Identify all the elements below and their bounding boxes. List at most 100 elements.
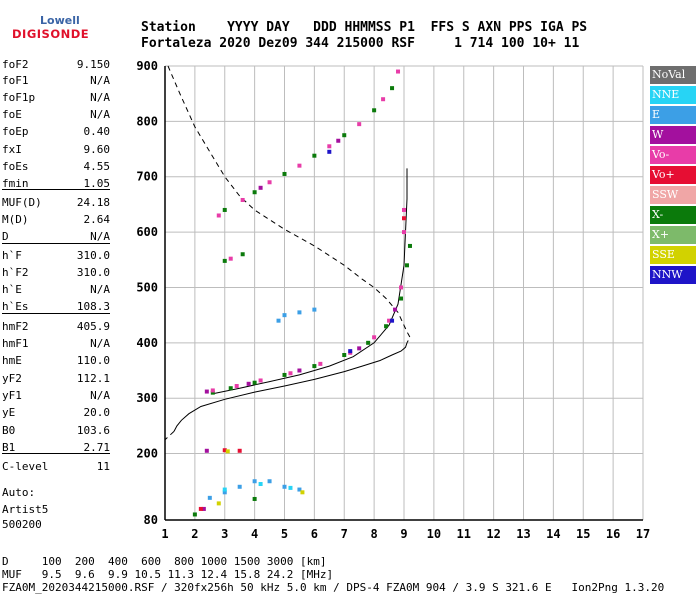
param-value: 108.3 [76, 300, 110, 313]
data-point [237, 448, 242, 453]
data-point [282, 313, 287, 318]
data-point [240, 252, 245, 257]
x-tick-label: 1 [161, 527, 168, 541]
param-value: 103.6 [76, 424, 110, 437]
param-label: foEs [2, 160, 29, 173]
data-point [318, 361, 323, 366]
data-point [252, 380, 257, 385]
param-row: foF1 N/A [2, 74, 110, 88]
x-tick-label: 17 [636, 527, 650, 541]
param-label: yF1 [2, 389, 22, 402]
data-point [216, 501, 221, 506]
footer-muf-line: MUF 9.5 9.6 9.9 10.5 11.3 12.4 15.8 24.2… [2, 568, 334, 581]
data-point [288, 485, 293, 490]
data-point [228, 256, 233, 261]
chart-grid [164, 65, 644, 521]
param-value: 310.0 [76, 249, 110, 262]
data-point [228, 386, 233, 391]
y-tick-label: 500 [136, 280, 158, 294]
legend-entry: X+ [650, 226, 696, 244]
data-point [327, 144, 332, 149]
param-row: foEs 4.55 [2, 160, 110, 174]
data-point [282, 484, 287, 489]
x-tick-label: 14 [546, 527, 560, 541]
param-value: 1.05 [83, 177, 111, 190]
param-row: foF2 9.150 [2, 58, 110, 72]
param-value: N/A [90, 91, 110, 104]
data-point [384, 324, 389, 329]
data-point [402, 207, 406, 212]
data-point [327, 149, 332, 154]
param-value: 310.0 [76, 266, 110, 279]
logo-bottom-text: DIGISONDE [12, 27, 90, 41]
data-point [258, 185, 263, 190]
auto-scaling-text: Auto: [2, 486, 36, 499]
data-point [399, 296, 404, 301]
legend-entry: NNE [650, 86, 696, 104]
x-tick-label: 7 [341, 527, 348, 541]
legend-entry: SSE [650, 246, 696, 264]
legend-entry: SSW [650, 186, 696, 204]
data-point [300, 490, 305, 495]
data-point [297, 487, 302, 492]
data-point [267, 180, 272, 185]
x-tick-label: 3 [221, 527, 228, 541]
param-value: N/A [90, 108, 110, 121]
param-row: yF2 112.1 [2, 372, 110, 386]
param-value: 110.0 [76, 354, 110, 367]
param-value: 405.9 [76, 320, 110, 333]
param-label: h`E [2, 283, 22, 296]
param-label: hmF1 [2, 337, 29, 350]
param-label: fmin [2, 177, 29, 190]
data-point [372, 108, 377, 113]
param-value: 11 [96, 460, 110, 473]
data-point [357, 122, 362, 127]
param-row: D N/A [2, 230, 110, 244]
param-separator [2, 243, 110, 244]
legend-entry: E [650, 106, 696, 124]
param-row: foF1p N/A [2, 91, 110, 105]
header-line-2: Fortaleza 2020 Dez09 344 215000 RSF 1 71… [141, 36, 580, 51]
x-tick-label: 12 [486, 527, 500, 541]
legend-entry: NNW [650, 266, 696, 284]
param-row: h`E N/A [2, 283, 110, 297]
param-label: foEp [2, 125, 29, 138]
data-point [210, 388, 215, 393]
param-label: hmE [2, 354, 22, 367]
param-row: foEp 0.40 [2, 125, 110, 139]
data-point [258, 482, 263, 487]
data-point [252, 190, 257, 195]
param-label: h`F [2, 249, 22, 262]
data-point [348, 349, 353, 354]
data-point [381, 97, 386, 102]
data-point [390, 318, 395, 323]
data-point [387, 318, 392, 323]
param-label: C-level [2, 460, 49, 473]
data-point [258, 378, 263, 383]
param-row: foE N/A [2, 108, 110, 122]
data-point [390, 86, 395, 91]
y-tick-label: 900 [136, 59, 158, 73]
data-point [237, 484, 242, 489]
data-point [312, 307, 317, 312]
y-tick-label: 200 [136, 447, 158, 461]
x-tick-label: 2 [191, 527, 198, 541]
data-point [240, 197, 245, 202]
param-value: 2.71 [83, 441, 111, 454]
param-label: foF1 [2, 74, 29, 87]
y-tick-label: 600 [136, 225, 158, 239]
data-point [297, 163, 302, 168]
param-label: foF2 [2, 58, 29, 71]
param-row: M(D) 2.64 [2, 213, 110, 227]
x-tick-label: 9 [400, 527, 407, 541]
data-point [234, 384, 239, 389]
param-separator [2, 189, 110, 190]
x-tick-label: 15 [576, 527, 590, 541]
data-point [207, 495, 212, 500]
legend: NoVal NNE E W Vo- Vo+ SSW X- X+ SSE NNW [650, 66, 696, 286]
param-value: N/A [90, 283, 110, 296]
data-point [222, 490, 227, 495]
y-tick-label: 400 [136, 336, 158, 350]
param-label: foE [2, 108, 22, 121]
